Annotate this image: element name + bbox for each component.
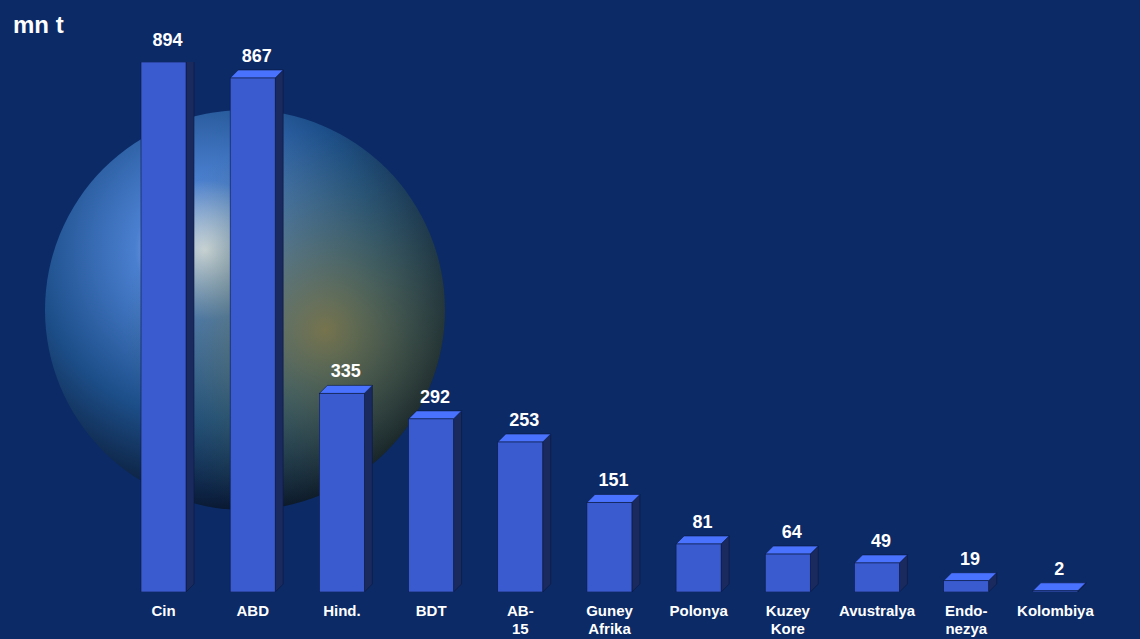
svg-text:292: 292 [420, 387, 450, 407]
svg-text:81: 81 [693, 512, 713, 532]
svg-text:Endo-nezya: Endo-nezya [945, 602, 988, 637]
svg-text:867: 867 [242, 46, 272, 66]
svg-text:151: 151 [598, 470, 628, 490]
svg-text:335: 335 [331, 361, 361, 381]
svg-text:19: 19 [960, 549, 980, 569]
svg-text:Avustralya: Avustralya [839, 602, 916, 619]
svg-text:49: 49 [871, 531, 891, 551]
svg-text:Cin: Cin [152, 602, 176, 619]
svg-text:Hind.: Hind. [323, 602, 361, 619]
svg-text:mn t: mn t [13, 11, 64, 38]
svg-text:AB-15: AB-15 [507, 602, 534, 637]
svg-text:Polonya: Polonya [670, 602, 729, 619]
svg-text:KuzeyKore: KuzeyKore [766, 602, 811, 637]
svg-text:64: 64 [782, 522, 802, 542]
svg-text:2: 2 [1054, 559, 1064, 579]
svg-text:894: 894 [152, 30, 182, 50]
svg-text:Kolombiya: Kolombiya [1017, 602, 1094, 619]
svg-text:BDT: BDT [416, 602, 447, 619]
svg-text:ABD: ABD [237, 602, 270, 619]
svg-text:GuneyAfrika: GuneyAfrika [586, 602, 633, 637]
svg-text:253: 253 [509, 410, 539, 430]
